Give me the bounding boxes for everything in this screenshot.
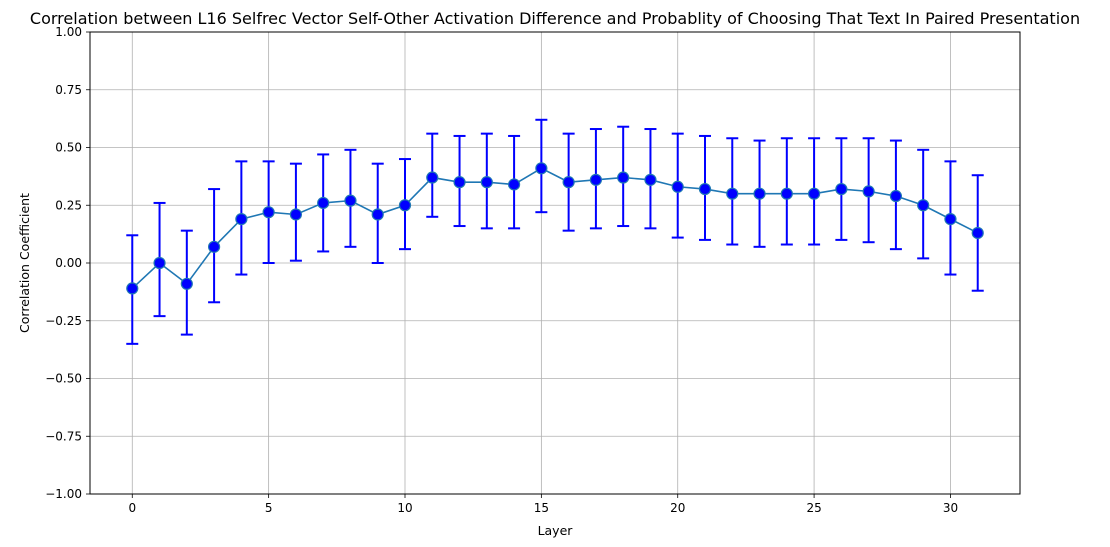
- data-point: [480, 176, 493, 189]
- y-tick-label: −1.00: [45, 487, 82, 501]
- data-point: [289, 208, 303, 221]
- error-bars: [126, 118, 984, 345]
- data-point: [617, 171, 630, 184]
- data-point: [644, 173, 657, 186]
- data-point: [671, 180, 684, 193]
- data-point: [835, 182, 848, 196]
- y-tick-label: −0.75: [45, 429, 82, 443]
- data-point: [398, 199, 412, 212]
- x-tick-label: 15: [534, 501, 549, 515]
- y-tick-label: −0.25: [45, 314, 82, 328]
- x-axis-label: Layer: [538, 523, 574, 538]
- data-point: [262, 206, 275, 219]
- y-axis-label: Correlation Coefficient: [17, 193, 32, 333]
- data-point: [698, 182, 712, 196]
- data-point: [535, 162, 548, 175]
- y-tick-label: −0.50: [45, 372, 82, 386]
- data-point: [126, 282, 139, 295]
- x-tick-label: 25: [806, 501, 821, 515]
- data-point: [726, 187, 739, 200]
- data-point: [317, 196, 330, 210]
- y-tick-label: 1.00: [55, 25, 82, 39]
- series-line: [131, 167, 979, 289]
- y-tick-label: 0.25: [55, 198, 82, 212]
- data-point: [589, 173, 603, 186]
- x-tick-label: 5: [265, 501, 273, 515]
- data-point: [917, 199, 930, 212]
- data-point: [507, 178, 521, 191]
- x-tick-label: 30: [943, 501, 958, 515]
- data-point: [207, 240, 221, 253]
- data-points: [126, 162, 984, 295]
- y-tick-label: 0.50: [55, 141, 82, 155]
- data-point: [235, 213, 248, 226]
- x-tick-label: 10: [397, 501, 412, 515]
- data-point: [453, 176, 466, 189]
- data-point: [780, 187, 793, 200]
- data-point: [562, 176, 575, 189]
- data-point: [753, 187, 766, 200]
- data-point: [371, 208, 384, 221]
- data-point: [807, 187, 821, 200]
- x-tick-label: 20: [670, 501, 685, 515]
- data-point: [971, 226, 984, 240]
- data-point: [889, 189, 903, 203]
- x-tick-label: 0: [128, 501, 136, 515]
- data-point: [862, 185, 875, 198]
- y-tick-label: 0.75: [55, 83, 82, 97]
- data-point: [426, 171, 439, 184]
- data-point: [180, 277, 193, 290]
- y-tick-label: 0.00: [55, 256, 82, 270]
- data-point: [153, 256, 166, 270]
- chart-title: Correlation between L16 Selfrec Vector S…: [30, 9, 1080, 28]
- data-point: [944, 213, 957, 226]
- grid: [90, 31, 1020, 495]
- ticks: 0 5 10 15 20 25 30 1.00 0.75 0.50 0.25 0.00 −0.25 −0.…: [45, 25, 958, 515]
- data-point: [344, 194, 357, 207]
